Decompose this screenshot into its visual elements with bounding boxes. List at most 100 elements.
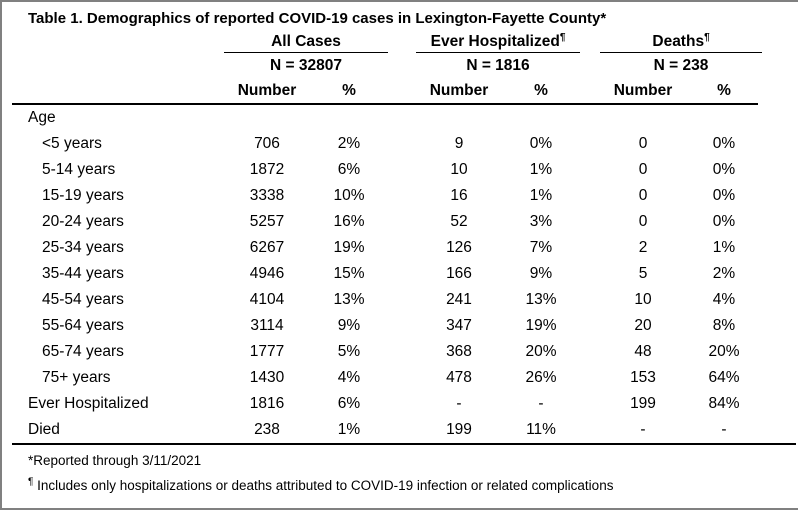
hospitalized-number-cell: 347 <box>446 317 472 334</box>
all-cases-number-cell: 6267 <box>249 239 285 256</box>
all-cases-number-cell: 238 <box>254 421 280 438</box>
footnote-reported-through: *Reported through 3/11/2021 <box>28 453 202 468</box>
row-label: 75+ years <box>42 369 111 386</box>
all-cases-number-cell: 1777 <box>249 343 285 360</box>
table-row-ever-hospitalized: Ever Hospitalized 1816 6% - - 199 84% <box>12 391 798 417</box>
hospitalized-number-cell: 478 <box>446 369 472 386</box>
hospitalized-number-cell: 368 <box>446 343 472 360</box>
deaths-percent-cell: 0% <box>712 161 736 178</box>
all-cases-percent-cell: 10% <box>333 187 365 204</box>
deaths-percent-header: % <box>717 82 731 99</box>
footnote-pilcrow-note: ¶ Includes only hospitalizations or deat… <box>28 476 798 495</box>
deaths-percent-cell: 0% <box>712 187 736 204</box>
all-cases-percent-cell: 16% <box>333 213 365 230</box>
table-row-died: Died 238 1% 199 11% - - <box>12 417 798 443</box>
deaths-percent-cell: 1% <box>712 239 736 256</box>
all-cases-percent-cell: 15% <box>333 265 365 282</box>
sub-header-row: Number % Number % Number % <box>12 79 798 103</box>
hospitalized-percent-cell: 3% <box>529 213 553 230</box>
hospitalized-percent-cell: 1% <box>529 187 553 204</box>
all-cases-number-cell: 1430 <box>249 369 285 386</box>
row-label: 65-74 years <box>42 343 124 360</box>
group-label: Ever Hospitalized <box>430 33 560 50</box>
all-cases-number-cell: 3114 <box>250 317 284 334</box>
all-cases-percent-cell: 6% <box>337 161 361 178</box>
all-cases-percent-cell: 9% <box>337 317 361 334</box>
row-label: Age <box>28 109 56 126</box>
hospitalized-percent-cell: 9% <box>529 265 553 282</box>
row-label: Died <box>28 421 60 438</box>
deaths-number-cell: 2 <box>638 239 648 256</box>
row-label: 25-34 years <box>42 239 124 256</box>
hospitalized-percent-cell: 19% <box>525 317 557 334</box>
n-ever-hospitalized: N = 1816 <box>466 57 530 74</box>
n-header-row: N = 32807 N = 1816 N = 238 <box>12 53 798 79</box>
table-row-15-19: 15-19 years 3338 10% 16 1% 0 0% <box>12 183 798 209</box>
hospitalized-number-cell: - <box>456 395 462 412</box>
row-label: Ever Hospitalized <box>28 395 149 412</box>
column-group-deaths: Deaths¶ <box>600 32 762 53</box>
row-label: 35-44 years <box>42 265 124 282</box>
table-row-75-plus: 75+ years 1430 4% 478 26% 153 64% <box>12 365 798 391</box>
row-label: 55-64 years <box>42 317 124 334</box>
deaths-number-cell: 0 <box>638 213 648 230</box>
table-title: Table 1. Demographics of reported COVID-… <box>28 10 607 27</box>
all-cases-number-header: Number <box>237 82 297 99</box>
hospitalized-number-cell: 241 <box>446 291 472 308</box>
table-row-65-74: 65-74 years 1777 5% 368 20% 48 20% <box>12 339 798 365</box>
table-row-35-44: 35-44 years 4946 15% 166 9% 5 2% <box>12 261 798 287</box>
deaths-number-cell: 153 <box>630 369 656 386</box>
row-label: 15-19 years <box>42 187 124 204</box>
deaths-percent-cell: 84% <box>708 395 740 412</box>
hospitalized-percent-cell: 20% <box>525 343 557 360</box>
column-group-all-cases: All Cases <box>224 33 388 53</box>
table-row-under-5: <5 years 706 2% 9 0% 0 0% <box>12 131 798 157</box>
table-row-20-24: 20-24 years 5257 16% 52 3% 0 0% <box>12 209 798 235</box>
all-cases-percent-cell: 13% <box>333 291 365 308</box>
row-label: 5-14 years <box>42 161 116 178</box>
all-cases-number-cell: 4104 <box>249 291 285 308</box>
deaths-percent-cell: 4% <box>712 291 736 308</box>
n-all-cases: N = 32807 <box>270 57 342 74</box>
deaths-number-cell: 48 <box>634 343 652 360</box>
all-cases-percent-cell: 6% <box>337 395 361 412</box>
bottom-rule <box>12 443 796 445</box>
deaths-percent-cell: - <box>721 421 727 438</box>
deaths-percent-cell: 2% <box>712 265 736 282</box>
deaths-number-cell: 0 <box>638 161 648 178</box>
row-label: 20-24 years <box>42 213 124 230</box>
all-cases-percent-cell: 1% <box>337 421 361 438</box>
n-deaths: N = 238 <box>653 57 709 74</box>
hospitalized-percent-cell: 11% <box>526 421 556 438</box>
all-cases-number-cell: 706 <box>254 135 280 152</box>
hospitalized-percent-cell: 1% <box>529 161 553 178</box>
footnote-text: Includes only hospitalizations or deaths… <box>37 478 614 493</box>
deaths-number-cell: 199 <box>630 395 656 412</box>
hospitalized-percent-cell: 13% <box>525 291 557 308</box>
hospitalized-percent-cell: - <box>538 395 544 412</box>
hospitalized-percent-cell: 26% <box>525 369 557 386</box>
all-cases-percent-cell: 19% <box>333 239 365 256</box>
column-group-ever-hospitalized: Ever Hospitalized¶ <box>416 32 580 53</box>
row-label: 45-54 years <box>42 291 124 308</box>
all-cases-number-cell: 5257 <box>249 213 285 230</box>
footnotes: *Reported through 3/11/2021 ¶ Includes o… <box>12 451 798 495</box>
all-cases-number-cell: 4946 <box>249 265 285 282</box>
deaths-percent-cell: 0% <box>712 213 736 230</box>
table-row-45-54: 45-54 years 4104 13% 241 13% 10 4% <box>12 287 798 313</box>
column-group-header-row: All Cases Ever Hospitalized¶ Deaths¶ <box>12 31 798 53</box>
all-cases-percent-header: % <box>342 82 356 99</box>
hospitalized-number-cell: 9 <box>454 135 464 152</box>
hospitalized-percent-cell: 7% <box>529 239 553 256</box>
hospitalized-number-cell: 126 <box>446 239 472 256</box>
hospitalized-number-cell: 166 <box>446 265 472 282</box>
hospitalized-number-cell: 16 <box>450 187 468 204</box>
footnote-marker: ¶ <box>28 476 34 488</box>
deaths-percent-cell: 8% <box>712 317 736 334</box>
hospitalized-percent-header: % <box>534 82 548 99</box>
all-cases-percent-cell: 5% <box>337 343 361 360</box>
hospitalized-number-header: Number <box>429 82 489 99</box>
all-cases-percent-cell: 2% <box>337 135 361 152</box>
deaths-number-cell: - <box>640 421 646 438</box>
